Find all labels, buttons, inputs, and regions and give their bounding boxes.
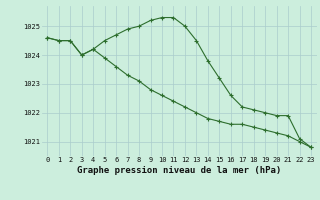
X-axis label: Graphe pression niveau de la mer (hPa): Graphe pression niveau de la mer (hPa) <box>77 166 281 175</box>
